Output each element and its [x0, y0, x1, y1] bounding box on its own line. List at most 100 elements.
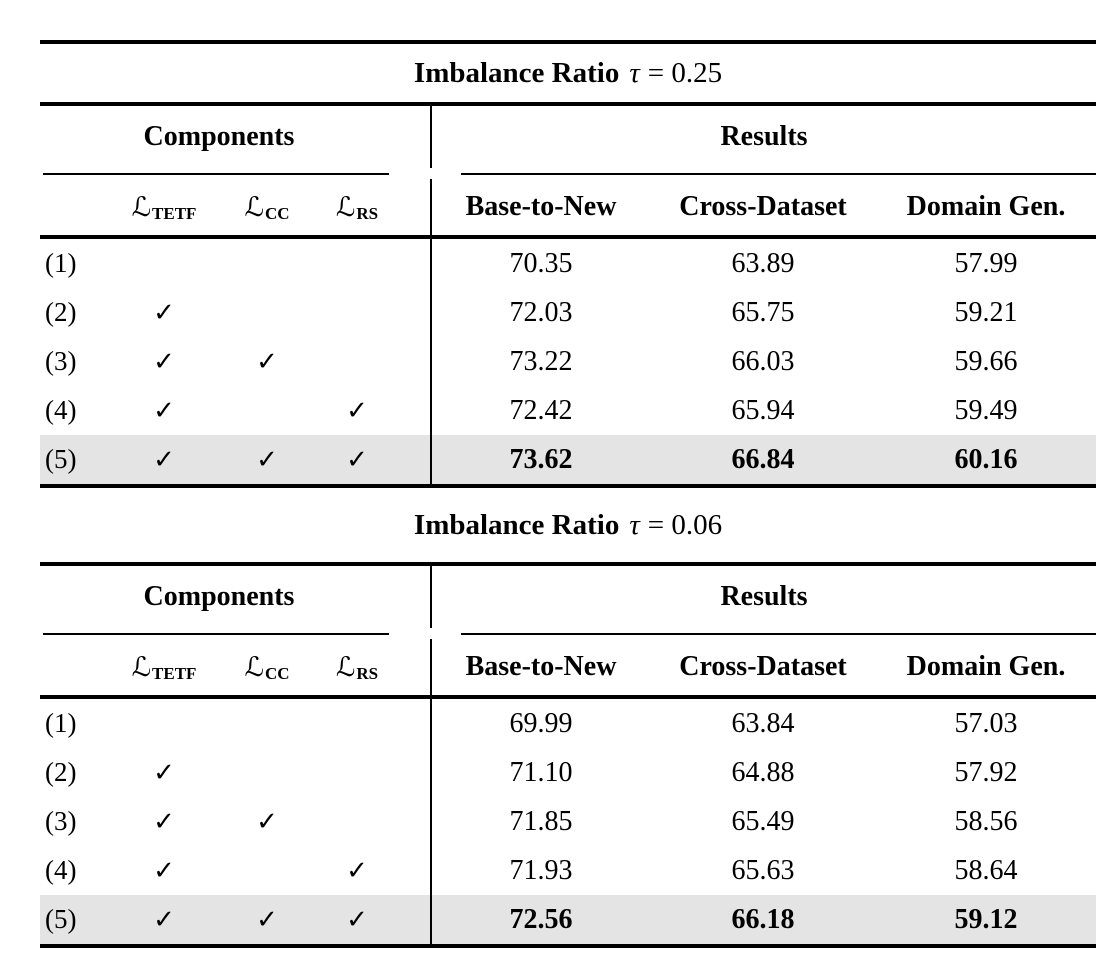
spacer-cell: [398, 386, 430, 435]
value-base-to-new: 72.03: [430, 288, 650, 337]
table-row: (2) ✓ 72.03 65.75 59.21: [40, 288, 1096, 337]
tau-symbol: τ: [629, 508, 640, 541]
table-row: (3) ✓ ✓ 73.22 66.03 59.66: [40, 337, 1096, 386]
check-cell-rs: [316, 337, 398, 386]
header-body-rule: [40, 235, 1096, 239]
check-cell-rs: [316, 699, 398, 748]
check-cell-rs: ✓: [346, 444, 368, 475]
loss-subscript: RS: [356, 664, 379, 683]
check-cell-tetf: ✓: [153, 297, 175, 328]
empty-corner-cell: [40, 179, 110, 235]
check-cell-rs: [316, 288, 398, 337]
bottom-rule: [40, 944, 1096, 948]
check-cell-cc: [218, 386, 316, 435]
row-label: (5): [45, 444, 77, 474]
value-base-to-new: 70.35: [430, 239, 650, 288]
spacer-cell: [398, 435, 430, 484]
value-base-to-new: 73.62: [430, 435, 650, 484]
mid-rule: [40, 562, 1096, 566]
script-l-symbol: ℒ: [131, 651, 152, 683]
value-base-to-new: 71.93: [430, 846, 650, 895]
row-label: (1): [45, 708, 77, 738]
value-domain-gen: 59.21: [954, 296, 1018, 328]
value-cross-dataset: 66.03: [731, 345, 795, 377]
spacer-cell: [398, 337, 430, 386]
value-domain-gen: 59.12: [954, 903, 1018, 935]
title-value: = 0.25: [647, 56, 723, 89]
value-base-to-new: 72.42: [430, 386, 650, 435]
check-cell-cc: [218, 699, 316, 748]
col-header-loss-cc: ℒ CC: [218, 179, 316, 235]
row-label: (3): [45, 806, 77, 836]
results-partial-rule: [461, 628, 1096, 635]
script-l-symbol: ℒ: [335, 651, 356, 683]
ablation-tables: Imbalance Ratio τ = 0.25 Components Resu…: [40, 40, 1096, 948]
check-cell-tetf: ✓: [153, 855, 175, 886]
results-partial-rule: [461, 168, 1096, 175]
check-cell-rs: [316, 797, 398, 846]
row-label: (3): [45, 346, 77, 376]
col-header-loss-tetf: ℒ TETF: [110, 179, 218, 235]
value-domain-gen: 57.92: [954, 756, 1018, 788]
results-group-header: Results: [430, 566, 1096, 628]
spacer-cell: [398, 288, 430, 337]
table-row: (1) 70.35 63.89 57.99: [40, 239, 1096, 288]
check-cell-cc: [218, 288, 316, 337]
ablation-table-tau-006: Imbalance Ratio τ = 0.06 Components Resu…: [40, 488, 1096, 948]
check-cell-cc: ✓: [256, 346, 278, 377]
value-domain-gen: 59.49: [954, 394, 1018, 426]
check-cell-rs: ✓: [346, 395, 368, 426]
column-header-row: ℒ TETF ℒ CC ℒ RS Base-to-New Cross-Dataset …: [40, 179, 1096, 235]
check-cell-tetf: [110, 239, 218, 288]
value-cross-dataset: 66.84: [731, 443, 795, 475]
loss-subscript: CC: [264, 204, 290, 223]
loss-subscript: TETF: [152, 204, 197, 223]
value-cross-dataset: 65.94: [731, 394, 795, 426]
spacer-cell: [398, 846, 430, 895]
loss-subscript: TETF: [152, 664, 197, 683]
col-header-loss-rs: ℒ RS: [316, 639, 398, 695]
col-header-domain-gen: Domain Gen.: [906, 191, 1066, 222]
row-label: (1): [45, 248, 77, 278]
check-cell-cc: [218, 239, 316, 288]
group-header-row: Components Results: [40, 566, 1096, 628]
value-domain-gen: 58.64: [954, 854, 1018, 886]
title-value: = 0.06: [647, 508, 723, 541]
check-cell-cc: ✓: [256, 904, 278, 935]
col-header-cross-dataset: Cross-Dataset: [679, 191, 847, 222]
spacer-cell: [398, 179, 430, 235]
col-header-base-to-new: Base-to-New: [430, 179, 650, 235]
col-header-loss-tetf: ℒ TETF: [110, 639, 218, 695]
value-cross-dataset: 65.63: [731, 854, 795, 886]
check-cell-tetf: ✓: [153, 444, 175, 475]
partial-rules-row: [40, 628, 1096, 639]
col-header-loss-cc: ℒ CC: [218, 639, 316, 695]
value-domain-gen: 57.03: [954, 707, 1018, 739]
value-cross-dataset: 65.49: [731, 805, 795, 837]
script-l-symbol: ℒ: [131, 191, 152, 223]
table-row: (3) ✓ ✓ 71.85 65.49 58.56: [40, 797, 1096, 846]
components-group-header: Components: [143, 581, 295, 612]
header-body-rule: [40, 695, 1096, 699]
value-cross-dataset: 63.89: [731, 247, 795, 279]
value-base-to-new: 71.10: [430, 748, 650, 797]
value-domain-gen: 60.16: [954, 443, 1018, 475]
value-domain-gen: 58.56: [954, 805, 1018, 837]
check-cell-cc: [218, 748, 316, 797]
table-title: Imbalance Ratio τ = 0.25: [40, 44, 1096, 102]
spacer-cell: [398, 639, 430, 695]
components-partial-rule: [43, 168, 389, 175]
partial-rules-row: [40, 168, 1096, 179]
table-row-highlighted: (5) ✓ ✓ ✓ 72.56 66.18 59.12: [40, 895, 1096, 944]
check-cell-rs: [316, 748, 398, 797]
table-row: (1) 69.99 63.84 57.03: [40, 699, 1096, 748]
script-l-symbol: ℒ: [244, 191, 264, 223]
components-group-header: Components: [143, 121, 295, 152]
value-cross-dataset: 66.18: [731, 903, 795, 935]
col-header-cross-dataset: Cross-Dataset: [679, 651, 847, 682]
components-partial-rule: [43, 628, 389, 635]
value-base-to-new: 72.56: [430, 895, 650, 944]
ablation-table-tau-025: Imbalance Ratio τ = 0.25 Components Resu…: [40, 40, 1096, 488]
loss-subscript: RS: [356, 204, 379, 223]
